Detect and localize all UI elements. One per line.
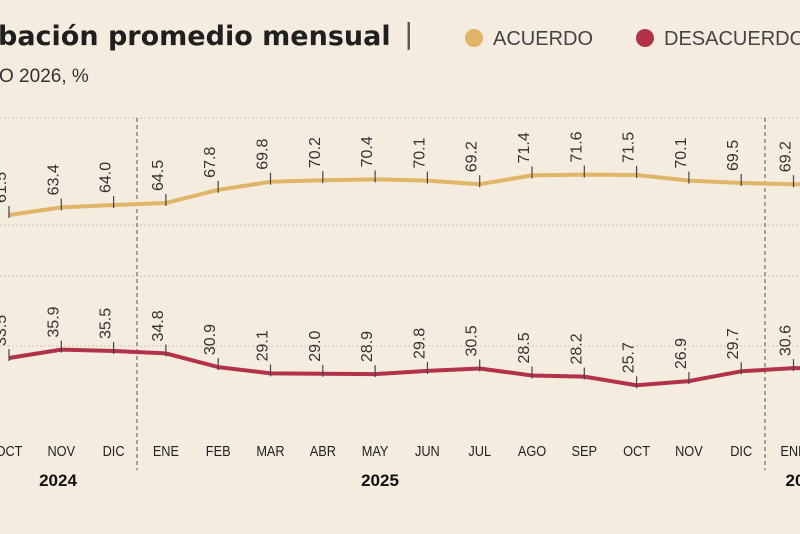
data-label-desacuerdo: 35.9 <box>45 306 62 337</box>
data-label-desacuerdo: 29.0 <box>307 331 324 362</box>
data-label-desacuerdo: 33.5 <box>0 315 10 346</box>
data-label-desacuerdo: 30.9 <box>202 324 219 355</box>
line-acuerdo <box>8 172 800 217</box>
month-label: NOV <box>47 442 75 459</box>
data-label-acuerdo: 69.8 <box>255 139 272 170</box>
data-label-acuerdo: 71.5 <box>621 132 638 163</box>
data-label-acuerdo: 70.4 <box>359 136 376 167</box>
year-label: 20 <box>786 471 800 490</box>
data-labels: 61.5 63.4 64.0 64.5 67.8 69.8 70.2 70.4 70.1 69.2… <box>0 131 795 373</box>
data-label-acuerdo: 64.0 <box>98 162 115 193</box>
data-label-desacuerdo: 28.2 <box>568 333 585 364</box>
data-label-acuerdo: 71.4 <box>516 132 533 163</box>
month-label: OCT <box>623 442 650 459</box>
month-label: JUN <box>415 442 440 459</box>
legend: ACUERDO DESACUERDO <box>465 28 800 50</box>
year-label: 2024 <box>39 471 77 490</box>
gridlines <box>0 117 800 347</box>
data-label-desacuerdo: 26.9 <box>673 338 690 369</box>
data-label-acuerdo: 69.2 <box>778 141 795 172</box>
data-label-desacuerdo: 30.5 <box>464 325 481 356</box>
chart-subtitle: O 2026, % <box>0 66 89 87</box>
data-label-desacuerdo: 25.7 <box>621 342 638 373</box>
data-label-desacuerdo: 34.8 <box>150 310 167 341</box>
legend-marker-acuerdo <box>465 29 483 47</box>
data-label-acuerdo: 61.5 <box>0 172 10 203</box>
month-label: NOV <box>675 442 703 459</box>
data-label-acuerdo: 70.2 <box>307 137 324 168</box>
month-label: DIC <box>103 442 125 459</box>
data-label-desacuerdo: 29.8 <box>411 328 428 359</box>
data-label-desacuerdo: 30.6 <box>778 325 795 356</box>
data-label-desacuerdo: 35.5 <box>98 308 115 339</box>
month-label: DIC <box>730 442 752 459</box>
legend-label-desacuerdo: DESACUERDO <box>664 28 800 50</box>
month-label: MAR <box>256 442 284 459</box>
year-label: 2025 <box>361 471 399 490</box>
legend-label-acuerdo: ACUERDO <box>493 28 593 50</box>
year-separators <box>136 118 766 470</box>
data-label-acuerdo: 71.6 <box>568 131 585 162</box>
data-label-desacuerdo: 28.5 <box>516 332 533 363</box>
data-label-desacuerdo: 29.7 <box>725 328 742 359</box>
chart-title: bación promedio mensual <box>0 21 391 52</box>
data-label-acuerdo: 70.1 <box>411 137 428 168</box>
data-label-acuerdo: 63.4 <box>45 164 62 195</box>
month-label: FEB <box>206 442 231 459</box>
title-separator: | <box>404 17 413 50</box>
data-label-acuerdo: 69.2 <box>464 141 481 172</box>
month-label: ABR <box>310 442 336 459</box>
data-label-desacuerdo: 28.9 <box>359 331 376 362</box>
month-label: ENE <box>153 442 179 459</box>
month-label: JUL <box>468 442 491 459</box>
month-label: SEP <box>572 442 597 459</box>
month-label: ENE <box>780 442 800 459</box>
data-label-acuerdo: 64.5 <box>150 160 167 191</box>
data-label-desacuerdo: 29.1 <box>255 330 272 361</box>
data-label-acuerdo: 69.5 <box>725 140 742 171</box>
legend-marker-desacuerdo <box>636 29 654 47</box>
data-label-acuerdo: 70.1 <box>673 137 690 168</box>
year-axis: 2024 2025 20 <box>39 471 800 490</box>
data-points <box>8 165 795 389</box>
month-label: AGO <box>518 442 546 459</box>
month-label: OCT <box>0 442 23 459</box>
data-label-acuerdo: 67.8 <box>202 147 219 178</box>
month-axis: OCT NOV DIC ENE FEB MAR ABR MAY JUN JUL AGO SEP OCT N… <box>0 442 800 459</box>
month-label: MAY <box>362 442 389 459</box>
